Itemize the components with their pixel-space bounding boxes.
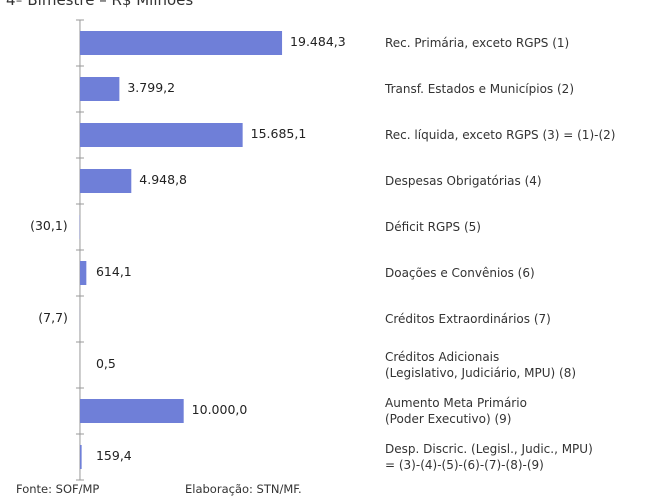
category-label: Créditos Extraordinários (7) <box>385 312 551 326</box>
bar <box>79 445 82 469</box>
chart-title: 4º Bimestre – R$ Milhões <box>6 0 194 9</box>
category-label: Desp. Discric. (Legisl., Judic., MPU) = … <box>385 442 593 472</box>
value-label: (7,7) <box>38 310 68 325</box>
category-label: Rec. líquida, exceto RGPS (3) = (1)-(2) <box>385 128 616 142</box>
value-label: 3.799,2 <box>127 80 176 95</box>
bar <box>79 31 283 55</box>
bar <box>79 261 87 285</box>
category-label: Transf. Estados e Municípios (2) <box>385 82 574 96</box>
bar <box>79 123 243 147</box>
value-label: 159,4 <box>95 448 132 463</box>
value-label: 19.484,3 <box>290 34 346 49</box>
bar <box>79 169 132 193</box>
category-label: Créditos Adicionais (Legislativo, Judici… <box>385 350 577 380</box>
value-label: 0,5 <box>95 356 116 371</box>
credit-note: Elaboração: STN/MF. <box>185 482 302 496</box>
source-note: Fonte: SOF/MP <box>16 482 100 496</box>
value-label: 4.948,8 <box>139 172 188 187</box>
value-label: 15.685,1 <box>250 126 307 141</box>
category-label: Despesas Obrigatórias (4) <box>385 174 542 188</box>
bar <box>79 399 184 423</box>
category-label: Aumento Meta Primário (Poder Executivo) … <box>385 396 527 426</box>
category-label: Déficit RGPS (5) <box>385 220 481 234</box>
category-label: Doações e Convênios (6) <box>385 266 535 280</box>
value-label: 614,1 <box>95 264 132 279</box>
bar <box>79 77 120 101</box>
value-label: 10.000,0 <box>191 402 248 417</box>
category-label: Rec. Primária, exceto RGPS (1) <box>385 36 570 50</box>
value-label: (30,1) <box>30 218 68 233</box>
